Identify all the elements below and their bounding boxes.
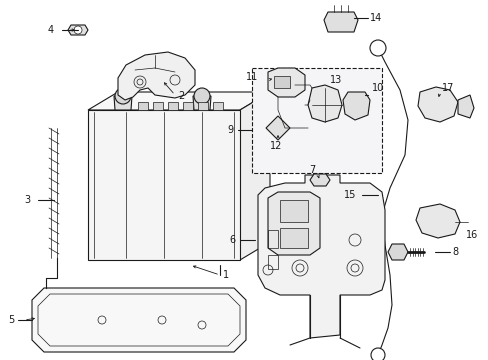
Polygon shape	[417, 87, 457, 122]
Circle shape	[134, 76, 146, 88]
Polygon shape	[387, 244, 407, 260]
Polygon shape	[168, 102, 178, 110]
Text: 4: 4	[48, 25, 54, 35]
Text: 14: 14	[369, 13, 382, 23]
Bar	[251, 68, 381, 173]
Circle shape	[170, 75, 180, 85]
Text: 15: 15	[343, 190, 355, 200]
Polygon shape	[183, 102, 193, 110]
Polygon shape	[324, 12, 357, 32]
Polygon shape	[198, 102, 207, 110]
Text: 5: 5	[8, 315, 14, 325]
Polygon shape	[32, 288, 245, 352]
Text: 1: 1	[223, 270, 229, 280]
Text: 16: 16	[465, 230, 477, 240]
Polygon shape	[138, 102, 148, 110]
Polygon shape	[267, 192, 319, 255]
Text: 2: 2	[178, 91, 184, 101]
Text: 7: 7	[308, 165, 314, 175]
Text: 17: 17	[441, 83, 453, 93]
Polygon shape	[88, 110, 240, 260]
Text: 10: 10	[371, 83, 384, 93]
Polygon shape	[114, 96, 132, 110]
Text: 9: 9	[227, 125, 234, 135]
Circle shape	[74, 26, 82, 34]
Text: 6: 6	[229, 235, 236, 245]
Bar	[267, 230, 278, 248]
Circle shape	[369, 40, 385, 56]
Polygon shape	[342, 92, 369, 120]
Circle shape	[194, 88, 209, 104]
Text: 11: 11	[245, 72, 258, 82]
Text: 8: 8	[451, 247, 457, 257]
Polygon shape	[240, 92, 269, 260]
Circle shape	[370, 348, 384, 360]
Polygon shape	[267, 68, 305, 97]
Polygon shape	[213, 102, 223, 110]
Polygon shape	[309, 174, 329, 186]
Polygon shape	[265, 116, 289, 140]
Polygon shape	[88, 92, 269, 110]
Bar	[280, 228, 307, 248]
Polygon shape	[118, 52, 195, 100]
Polygon shape	[258, 175, 384, 338]
Bar	[267, 255, 278, 269]
Text: 13: 13	[329, 75, 342, 85]
Polygon shape	[307, 85, 341, 122]
Text: 12: 12	[269, 141, 282, 151]
Bar	[273, 76, 289, 88]
Polygon shape	[153, 102, 163, 110]
Text: 3: 3	[24, 195, 30, 205]
Polygon shape	[415, 204, 459, 238]
Polygon shape	[68, 25, 88, 35]
Polygon shape	[457, 95, 473, 118]
Polygon shape	[193, 96, 210, 110]
Bar	[280, 200, 307, 222]
Circle shape	[115, 88, 131, 104]
